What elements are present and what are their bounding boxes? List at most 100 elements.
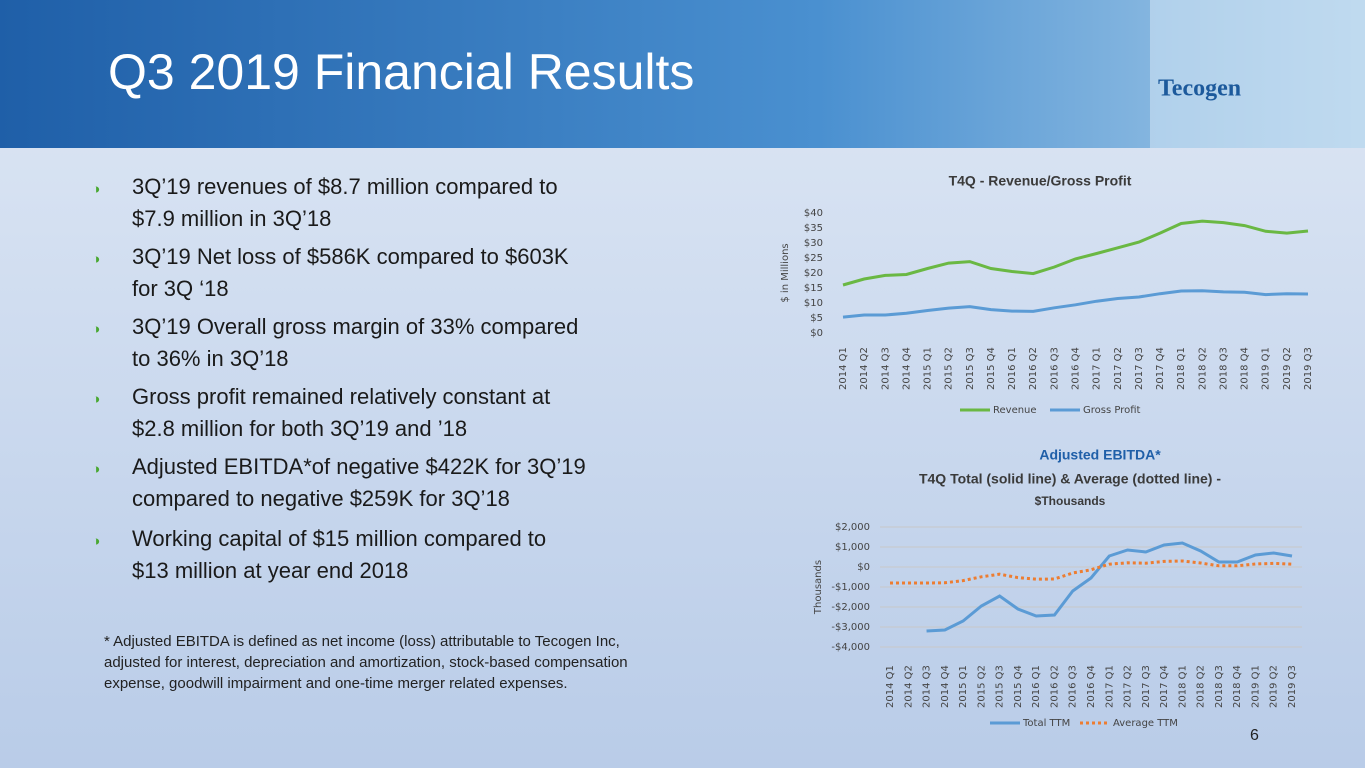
x-tick-label: 2014 Q2 bbox=[859, 347, 870, 390]
x-tick-label: 2019 Q3 bbox=[1303, 347, 1314, 390]
x-tick-label: 2015 Q2 bbox=[944, 347, 955, 390]
x-tick-label: 2015 Q3 bbox=[995, 665, 1006, 708]
x-tick-label: 2017 Q1 bbox=[1104, 665, 1115, 708]
footnote: expense, goodwill impairment and one-tim… bbox=[104, 675, 568, 692]
x-tick-label: 2016 Q1 bbox=[1031, 665, 1042, 708]
x-tick-label: 2016 Q1 bbox=[1007, 347, 1018, 390]
y-tick-label: $0 bbox=[810, 328, 823, 339]
x-tick-label: 2016 Q3 bbox=[1049, 347, 1060, 390]
x-tick-label: 2017 Q2 bbox=[1123, 665, 1134, 708]
bullet-text: Gross profit remained relatively constan… bbox=[132, 384, 550, 409]
y-tick-label: $40 bbox=[804, 208, 823, 219]
bullet-icon: ◑ bbox=[92, 321, 100, 337]
y-tick-label: $25 bbox=[804, 253, 823, 264]
y-tick-label: $20 bbox=[804, 268, 823, 279]
series-line bbox=[926, 541, 1293, 633]
x-tick-label: 2015 Q2 bbox=[976, 665, 987, 708]
x-tick-label: 2016 Q3 bbox=[1068, 665, 1079, 708]
x-tick-label: 2017 Q3 bbox=[1141, 665, 1152, 708]
x-tick-label: 2016 Q2 bbox=[1028, 347, 1039, 390]
legend-label: Revenue bbox=[993, 405, 1037, 416]
x-tick-label: 2018 Q3 bbox=[1214, 665, 1225, 708]
x-tick-label: 2018 Q4 bbox=[1240, 347, 1251, 390]
bullet-text: 3Q’19 Net loss of $586K compared to $603… bbox=[132, 244, 569, 269]
x-tick-label: 2016 Q2 bbox=[1049, 665, 1060, 708]
chart-title: T4Q Total (solid line) & Average (dotted… bbox=[919, 471, 1221, 487]
x-tick-label: 2015 Q4 bbox=[986, 347, 997, 390]
y-axis-label: Thousands bbox=[813, 560, 824, 615]
x-tick-label: 2019 Q2 bbox=[1269, 665, 1280, 708]
bullet-text: compared to negative $259K for 3Q’18 bbox=[132, 486, 510, 511]
y-tick-label: $35 bbox=[804, 223, 823, 234]
x-tick-label: 2014 Q3 bbox=[880, 347, 891, 390]
series-line bbox=[842, 219, 1309, 287]
bullet-text: Adjusted EBITDA*of negative $422K for 3Q… bbox=[132, 454, 586, 479]
bullet-icon: ◑ bbox=[92, 461, 100, 477]
x-tick-label: 2017 Q1 bbox=[1092, 347, 1103, 390]
x-tick-label: 2014 Q3 bbox=[922, 665, 933, 708]
x-tick-label: 2017 Q4 bbox=[1159, 665, 1170, 708]
x-tick-label: 2019 Q3 bbox=[1287, 665, 1298, 708]
legend-label: Gross Profit bbox=[1083, 405, 1141, 416]
x-tick-label: 2014 Q2 bbox=[903, 665, 914, 708]
bullet-text: Working capital of $15 million compared … bbox=[132, 526, 546, 551]
x-tick-label: 2015 Q1 bbox=[923, 347, 934, 390]
x-tick-label: 2018 Q1 bbox=[1177, 665, 1188, 708]
x-tick-label: 2014 Q1 bbox=[838, 347, 849, 390]
series-line bbox=[890, 559, 1293, 585]
x-tick-label: 2014 Q4 bbox=[901, 347, 912, 390]
x-tick-label: 2019 Q2 bbox=[1282, 347, 1293, 390]
chart-title: Adjusted EBITDA* bbox=[1039, 447, 1161, 463]
y-tick-label: $10 bbox=[804, 298, 823, 309]
y-axis-label: $ in Millions bbox=[780, 243, 791, 302]
x-tick-label: 2018 Q4 bbox=[1232, 665, 1243, 708]
x-tick-label: 2018 Q2 bbox=[1197, 347, 1208, 390]
x-tick-label: 2016 Q4 bbox=[1071, 347, 1082, 390]
x-tick-label: 2018 Q1 bbox=[1176, 347, 1187, 390]
chart-title: T4Q - Revenue/Gross Profit bbox=[949, 173, 1132, 189]
y-tick-label: -$4,000 bbox=[831, 642, 870, 653]
y-tick-label: $5 bbox=[810, 313, 823, 324]
y-tick-label: $15 bbox=[804, 283, 823, 294]
x-tick-label: 2019 Q1 bbox=[1250, 665, 1261, 708]
slide-title: Q3 2019 Financial Results bbox=[108, 44, 694, 100]
bullet-text: 3Q’19 Overall gross margin of 33% compar… bbox=[132, 314, 578, 339]
footnote: * Adjusted EBITDA is defined as net inco… bbox=[104, 633, 620, 650]
x-tick-label: 2018 Q3 bbox=[1218, 347, 1229, 390]
y-tick-label: -$2,000 bbox=[831, 602, 870, 613]
x-tick-label: 2015 Q1 bbox=[958, 665, 969, 708]
x-tick-label: 2017 Q4 bbox=[1155, 347, 1166, 390]
header-band bbox=[0, 0, 1365, 148]
y-tick-label: -$3,000 bbox=[831, 622, 870, 633]
x-tick-label: 2015 Q3 bbox=[965, 347, 976, 390]
x-tick-label: 2015 Q4 bbox=[1013, 665, 1024, 708]
footnote: adjusted for interest, depreciation and … bbox=[104, 654, 628, 671]
bullet-icon: ◑ bbox=[92, 181, 100, 197]
bullet-icon: ◑ bbox=[92, 251, 100, 267]
bullet-text: for 3Q ‘18 bbox=[132, 276, 229, 301]
y-tick-label: $2,000 bbox=[835, 522, 870, 533]
y-tick-label: $1,000 bbox=[835, 542, 870, 553]
bullet-icon: ◑ bbox=[92, 391, 100, 407]
y-tick-label: $0 bbox=[857, 562, 870, 573]
legend-label: Total TTM bbox=[1022, 718, 1070, 729]
bullet-text: $13 million at year end 2018 bbox=[132, 558, 408, 583]
chart-title: $Thousands bbox=[1035, 494, 1106, 508]
building-image bbox=[1150, 0, 1365, 148]
x-tick-label: 2016 Q4 bbox=[1086, 665, 1097, 708]
y-tick-label: $30 bbox=[804, 238, 823, 249]
x-tick-label: 2017 Q2 bbox=[1113, 347, 1124, 390]
bullet-text: 3Q’19 revenues of $8.7 million compared … bbox=[132, 174, 558, 199]
page-number: 6 bbox=[1250, 727, 1259, 744]
y-tick-label: -$1,000 bbox=[831, 582, 870, 593]
x-tick-label: 2018 Q2 bbox=[1196, 665, 1207, 708]
x-tick-label: 2017 Q3 bbox=[1134, 347, 1145, 390]
x-tick-label: 2014 Q4 bbox=[940, 665, 951, 708]
logo: Tecogen bbox=[1158, 76, 1241, 102]
bullet-text: to 36% in 3Q’18 bbox=[132, 346, 289, 371]
x-tick-label: 2019 Q1 bbox=[1261, 347, 1272, 390]
bullet-text: $2.8 million for both 3Q’19 and ’18 bbox=[132, 416, 467, 441]
series-line bbox=[842, 289, 1309, 319]
legend-label: Average TTM bbox=[1113, 718, 1178, 729]
